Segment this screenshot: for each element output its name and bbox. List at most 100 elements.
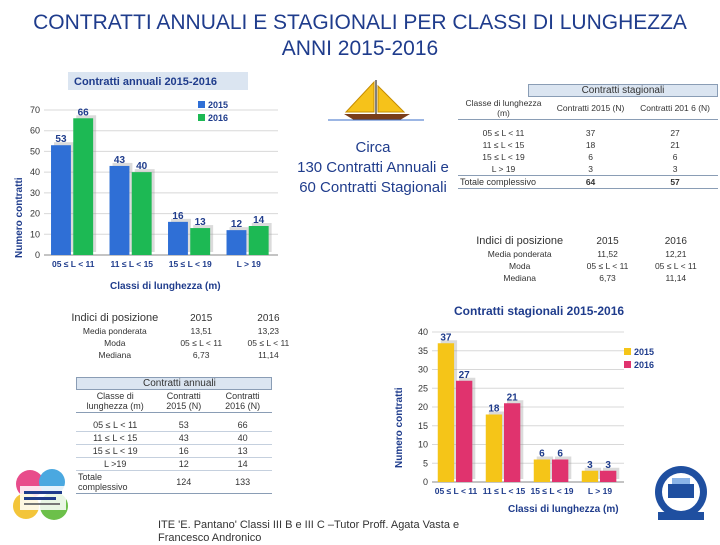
annual-stats-col-2016: 2016 bbox=[257, 312, 280, 324]
annual-table-grid: Classe di lunghezza (m) Contratti 2015 (… bbox=[76, 390, 272, 494]
bar-2015-2 bbox=[168, 221, 188, 255]
bar-2015-1 bbox=[109, 165, 130, 255]
table-cell: L >19 bbox=[103, 459, 127, 469]
table-cell: 27 bbox=[670, 128, 680, 138]
table-cell: 53 bbox=[178, 420, 189, 430]
table-cell: Media ponderata bbox=[487, 249, 552, 259]
table-cell: 05 ≤ L < 11 bbox=[586, 261, 629, 271]
data-label: 13 bbox=[195, 217, 207, 228]
y-tick-label: 60 bbox=[30, 126, 40, 136]
x-tick-label: L > 19 bbox=[588, 486, 612, 496]
table-row: 11 ≤ L < 15 43 40 bbox=[76, 432, 272, 445]
y-tick-label: 20 bbox=[418, 402, 428, 412]
legend-swatch bbox=[198, 114, 205, 121]
seasonal-chart-xlabel: Classi di lunghezza (m) bbox=[508, 504, 619, 515]
seasonal-total-row: Totale complessivo 64 57 bbox=[458, 175, 718, 189]
seasonal-contracts-table: Contratti stagionali Classe di lunghezza… bbox=[458, 84, 718, 189]
title-line-1: CONTRATTI ANNUALI E STAGIONALI PER CLASS… bbox=[33, 11, 687, 34]
table-cell: 133 bbox=[235, 477, 251, 487]
bar-2015-1 bbox=[485, 414, 503, 482]
table-cell: 15 ≤ L < 19 bbox=[92, 446, 138, 456]
table-row: Mediana 6,73 11,14 bbox=[466, 272, 710, 284]
table-cell: 05 ≤ L < 11 bbox=[482, 128, 525, 138]
y-tick-label: 25 bbox=[418, 383, 428, 393]
data-label: 27 bbox=[459, 370, 471, 381]
y-tick-label: 35 bbox=[418, 346, 428, 356]
summary-text: Circa 130 Contratti Annuali e 60 Contrat… bbox=[280, 138, 466, 198]
table-cell: 13,51 bbox=[190, 326, 212, 336]
table-row: L > 19 3 3 bbox=[458, 163, 718, 176]
data-label: 37 bbox=[440, 332, 452, 343]
summary-line-1: Circa bbox=[355, 139, 391, 156]
data-label: 6 bbox=[557, 449, 563, 460]
title-line-2: ANNI 2015-2016 bbox=[281, 37, 439, 60]
y-tick-label: 15 bbox=[418, 421, 428, 431]
table-cell: 21 bbox=[670, 140, 680, 150]
annual-total-row: Totale complessivo 124 133 bbox=[76, 471, 272, 494]
bar-2016-1 bbox=[504, 403, 521, 482]
table-cell: 66 bbox=[237, 420, 248, 430]
legend-label: 2015 bbox=[634, 347, 654, 357]
table-cell: 18 bbox=[585, 140, 596, 150]
table-cell: 05 ≤ L < 11 bbox=[93, 420, 138, 430]
table-row: 05 ≤ L < 11 37 27 bbox=[458, 120, 718, 140]
table-cell: Moda bbox=[509, 261, 531, 271]
x-tick-label: 15 ≤ L < 19 bbox=[530, 486, 573, 496]
table-cell: 64 bbox=[585, 177, 596, 187]
table-cell: 6 bbox=[588, 152, 593, 162]
seasonal-table-header-row: Classe di lunghezza (m) Contratti 2015 (… bbox=[458, 97, 718, 120]
table-cell: 11,14 bbox=[665, 273, 687, 283]
table-cell: 13 bbox=[237, 446, 248, 456]
y-tick-label: 30 bbox=[30, 188, 40, 198]
table-row: 15 ≤ L < 19 6 6 bbox=[458, 151, 718, 163]
annual-chart-title-bg bbox=[68, 72, 248, 90]
table-cell: 6,73 bbox=[192, 350, 210, 360]
table-cell: 15 ≤ L < 19 bbox=[482, 152, 525, 162]
x-tick-label: 11 ≤ L < 15 bbox=[483, 486, 526, 496]
table-row: Mediana 6,73 11,14 bbox=[62, 349, 302, 361]
table-cell: 12 bbox=[178, 459, 189, 469]
annual-chart-title: Contratti annuali 2015-2016 bbox=[74, 76, 217, 88]
table-cell: 3 bbox=[588, 164, 593, 174]
summary-line-3: 60 Contratti Stagionali bbox=[299, 179, 447, 196]
seasonal-header-class: Classe di lunghezza (m) bbox=[465, 98, 542, 118]
seasonal-chart-ylabel: Numero contratti bbox=[394, 387, 405, 468]
y-tick-label: 30 bbox=[418, 365, 428, 375]
table-row: Media ponderata 11,52 12,21 bbox=[466, 248, 710, 260]
seasonal-stats-col-2015: 2015 bbox=[596, 235, 619, 247]
bar-2016-3 bbox=[248, 226, 269, 255]
table-cell: L > 19 bbox=[491, 164, 516, 174]
footer-line-1: ITE 'E. Pantano' Classi III B e III C –T… bbox=[158, 519, 460, 531]
table-cell: 6,73 bbox=[599, 273, 616, 283]
bar-2015-3 bbox=[226, 230, 247, 255]
page-title: CONTRATTI ANNUALI E STAGIONALI PER CLASS… bbox=[0, 10, 720, 62]
seasonal-stats-heading: Indici di posizione bbox=[476, 235, 564, 247]
annual-contracts-table: Contratti annuali Classe di lunghezza (m… bbox=[76, 377, 272, 494]
legend-swatch bbox=[624, 348, 631, 355]
table-row: 11 ≤ L < 15 18 21 bbox=[458, 139, 718, 151]
data-label: 3 bbox=[605, 460, 611, 471]
annual-chart-ylabel: Numero contratti bbox=[14, 177, 25, 258]
x-tick-label: 11 ≤ L < 15 bbox=[110, 259, 153, 269]
seasonal-table-caption: Contratti stagionali bbox=[528, 84, 718, 97]
table-cell: 11 ≤ L < 15 bbox=[482, 140, 525, 150]
table-cell: 43 bbox=[178, 433, 189, 443]
data-label: 21 bbox=[507, 392, 519, 403]
table-cell: 57 bbox=[670, 177, 680, 187]
stats-header-row: Indici di posizione 2015 2016 bbox=[466, 234, 710, 248]
annual-stats-col-2015: 2015 bbox=[190, 312, 213, 324]
table-row: Media ponderata 13,51 13,23 bbox=[62, 325, 302, 337]
table-cell: Mediana bbox=[503, 273, 536, 283]
x-tick-label: 15 ≤ L < 19 bbox=[169, 259, 212, 269]
table-cell: 124 bbox=[176, 477, 192, 487]
annual-header-2016: Contratti 2016 (N) bbox=[225, 391, 261, 411]
bar-2016-2 bbox=[190, 228, 211, 255]
table-cell: Moda bbox=[104, 338, 126, 348]
table-cell: 05 ≤ L < 11 bbox=[247, 338, 290, 348]
bar-2015-2 bbox=[533, 459, 551, 482]
seasonal-chart-title: Contratti stagionali 2015-2016 bbox=[454, 304, 624, 318]
table-cell: 16 bbox=[178, 446, 189, 456]
y-tick-label: 50 bbox=[30, 146, 40, 156]
school-logo-right bbox=[655, 466, 707, 520]
legend-swatch bbox=[624, 361, 631, 368]
